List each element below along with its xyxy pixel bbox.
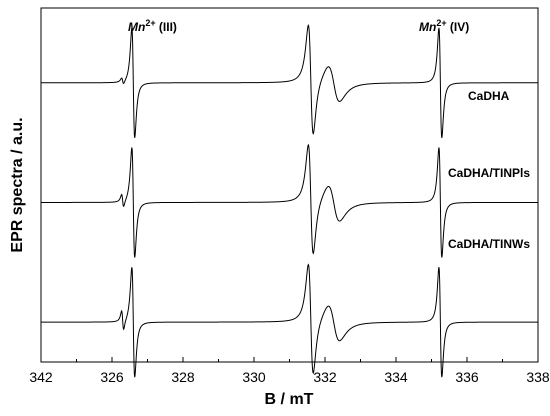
series-line-1 [41, 23, 538, 138]
x-tick-label: 328 [171, 369, 195, 385]
annotation-2: Mn2+ (IV) [419, 18, 469, 34]
series-label-1: CaDHA [468, 89, 510, 103]
series-label-2: CaDHA/TINPls [448, 166, 530, 180]
plot-frame [40, 7, 539, 363]
series-labels: CaDHA CaDHA/TINPls CaDHA/TINWs [448, 89, 530, 251]
annotations: Mn2+ (III) Mn2+ (IV) [128, 18, 469, 34]
series-label-3: CaDHA/TINWs [448, 237, 530, 251]
x-tick-label: 332 [313, 369, 337, 385]
series-line-3 [41, 263, 538, 378]
series-group [41, 23, 538, 378]
x-tick-label: 342 [29, 369, 53, 385]
x-axis-tick-labels: 342 326 328 330 332 334 336 338 [29, 369, 550, 385]
x-tick-label: 330 [242, 369, 266, 385]
x-tick-label: 334 [384, 369, 408, 385]
x-tick-label: 326 [100, 369, 124, 385]
x-axis-title: B / mT [265, 391, 314, 408]
y-axis-title: EPR spectra / a.u. [9, 117, 26, 252]
x-axis-ticks [40, 357, 539, 362]
series-line-2 [41, 143, 538, 258]
x-tick-label: 338 [526, 369, 550, 385]
annotation-1: Mn2+ (III) [128, 18, 177, 34]
x-tick-label: 336 [455, 369, 479, 385]
